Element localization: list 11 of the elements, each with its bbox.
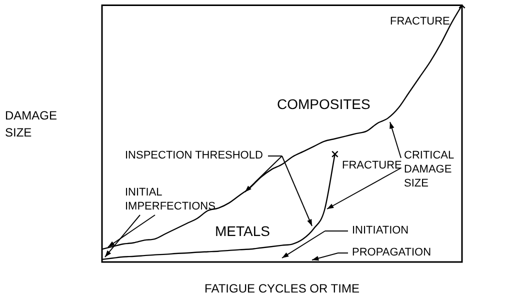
- series-label: COMPOSITES: [277, 96, 370, 112]
- x-axis-title: FATIGUE CYCLES OR TIME: [204, 281, 360, 296]
- annotation: CRITICAL DAMAGE SIZE: [404, 150, 454, 190]
- series-label: METALS: [215, 222, 270, 239]
- annotation: INSPECTION THRESHOLD: [125, 150, 263, 162]
- annotation: PROPAGATION: [352, 246, 432, 259]
- annotation: FRACTURE: [342, 160, 402, 172]
- annotation: INITIAL IMPERFECTIONS: [125, 186, 216, 213]
- annotation: FRACTURE: [390, 16, 450, 28]
- annotation: INITIATION: [352, 224, 409, 237]
- y-axis-title: DAMAGE SIZE: [5, 108, 58, 140]
